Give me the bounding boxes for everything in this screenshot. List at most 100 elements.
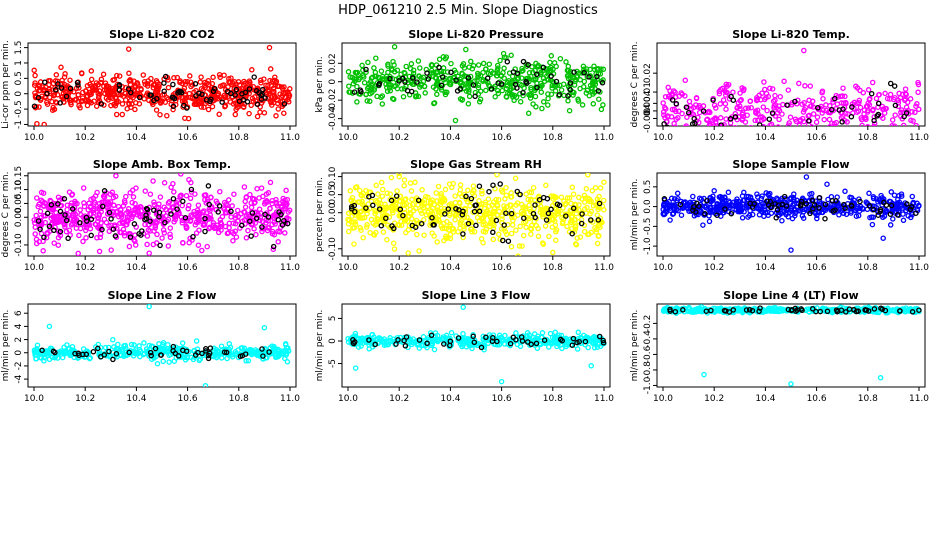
data-point bbox=[475, 72, 482, 78]
data-point bbox=[246, 81, 252, 87]
data-point bbox=[802, 83, 808, 89]
reference-point bbox=[251, 74, 257, 80]
data-point bbox=[592, 185, 599, 191]
data-point bbox=[495, 196, 502, 203]
data-point bbox=[585, 173, 591, 178]
data-point bbox=[482, 337, 488, 343]
data-point bbox=[887, 91, 894, 98]
data-point bbox=[892, 112, 898, 118]
reference-point bbox=[193, 93, 199, 99]
reference-point bbox=[83, 351, 90, 358]
data-point bbox=[52, 224, 58, 231]
data-point bbox=[422, 90, 428, 96]
data-point bbox=[230, 237, 236, 244]
data-point bbox=[676, 93, 683, 99]
reference-point bbox=[489, 338, 496, 345]
data-point bbox=[367, 98, 373, 105]
data-point bbox=[355, 344, 362, 350]
data-point bbox=[94, 189, 100, 196]
reference-point bbox=[816, 205, 822, 211]
data-point bbox=[431, 233, 437, 239]
data-point bbox=[50, 80, 57, 87]
reference-point bbox=[456, 207, 462, 213]
data-point bbox=[243, 235, 250, 241]
data-point bbox=[269, 197, 275, 204]
data-point bbox=[539, 105, 545, 112]
reference-point bbox=[596, 200, 603, 207]
data-point bbox=[915, 89, 921, 96]
reference-point bbox=[683, 104, 690, 110]
data-point bbox=[216, 71, 223, 78]
data-point bbox=[363, 69, 369, 75]
data-point bbox=[679, 110, 685, 117]
reference-point bbox=[441, 341, 447, 347]
x-tick-label: 10.8 bbox=[543, 133, 563, 143]
data-point bbox=[909, 109, 915, 115]
data-point bbox=[32, 231, 38, 237]
x-tick-label: 10.6 bbox=[178, 263, 198, 273]
data-point bbox=[848, 210, 854, 216]
data-point bbox=[71, 89, 77, 95]
x-tick-label: 10.4 bbox=[126, 394, 146, 404]
data-point bbox=[709, 207, 716, 214]
data-point bbox=[865, 100, 871, 106]
reference-point bbox=[51, 227, 57, 234]
data-point bbox=[807, 191, 813, 197]
x-tick-label: 10.4 bbox=[440, 394, 460, 404]
data-point bbox=[482, 199, 489, 205]
data-point bbox=[72, 198, 78, 205]
reference-point bbox=[207, 345, 214, 351]
x-tick-label: 10.6 bbox=[492, 133, 512, 143]
data-point bbox=[213, 198, 220, 204]
data-point bbox=[823, 107, 830, 114]
data-point bbox=[861, 115, 868, 121]
outlier-point bbox=[550, 249, 556, 256]
reference-point bbox=[39, 347, 45, 354]
y-tick-label: -0.02 bbox=[328, 89, 338, 112]
data-point bbox=[69, 192, 75, 198]
panel-1: Slope Li-820 CO2-1-0.500.511.510.0 10.2 10… bbox=[1, 28, 300, 143]
reference-point bbox=[108, 216, 114, 222]
data-point bbox=[891, 123, 898, 126]
data-point bbox=[409, 196, 415, 203]
reference-point bbox=[393, 193, 400, 199]
data-point bbox=[755, 117, 761, 124]
reference-point bbox=[781, 193, 788, 200]
data-point bbox=[224, 355, 230, 362]
data-point bbox=[111, 202, 117, 209]
data-point bbox=[345, 335, 351, 342]
y-tick-label: 0.02 bbox=[643, 63, 653, 83]
x-tick-label: 11.0 bbox=[594, 263, 614, 273]
data-point bbox=[779, 217, 785, 224]
reference-point bbox=[161, 88, 167, 94]
data-point bbox=[474, 77, 480, 84]
reference-point bbox=[151, 207, 157, 213]
data-point bbox=[465, 187, 471, 194]
reference-point bbox=[219, 99, 225, 105]
data-point bbox=[126, 70, 132, 77]
reference-point bbox=[162, 73, 169, 80]
reference-point bbox=[751, 201, 757, 207]
data-point bbox=[401, 177, 408, 183]
data-point bbox=[84, 83, 91, 89]
data-point bbox=[396, 222, 403, 228]
data-point bbox=[423, 193, 429, 200]
data-point bbox=[37, 87, 43, 94]
data-point bbox=[222, 103, 229, 109]
data-point bbox=[161, 180, 168, 186]
data-point bbox=[369, 89, 375, 96]
data-point bbox=[101, 83, 107, 90]
reference-point bbox=[55, 81, 61, 87]
x-tick-label: 10.2 bbox=[704, 394, 724, 404]
data-point bbox=[285, 348, 292, 354]
data-point bbox=[572, 76, 579, 83]
data-point bbox=[902, 86, 909, 92]
data-point bbox=[814, 114, 821, 120]
data-point bbox=[661, 211, 667, 218]
data-point bbox=[513, 94, 520, 101]
data-point bbox=[733, 203, 739, 210]
reference-point bbox=[807, 210, 813, 217]
reference-point bbox=[486, 188, 492, 195]
reference-point bbox=[438, 82, 445, 89]
data-point bbox=[465, 84, 471, 90]
